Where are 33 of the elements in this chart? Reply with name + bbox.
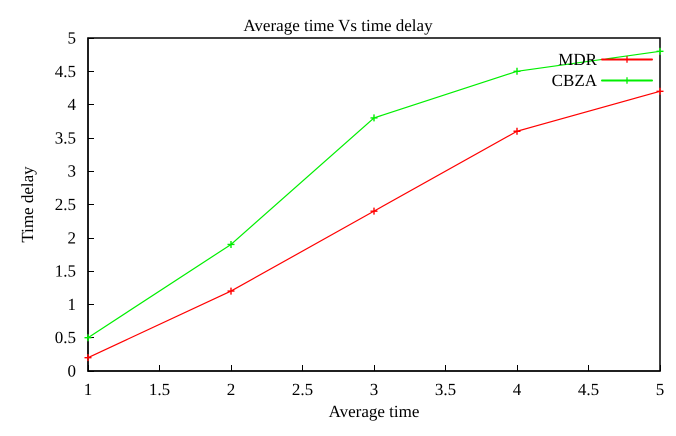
x-tick-label: 4 <box>512 380 522 399</box>
point <box>656 48 664 55</box>
y-tick-label: 2.5 <box>54 195 76 214</box>
x-tick-label: 3 <box>370 380 378 399</box>
y-axis-title: Time delay <box>18 166 37 243</box>
legend-label: CBZA <box>552 71 598 90</box>
y-tick-label: 5 <box>68 28 76 48</box>
point <box>370 208 378 215</box>
chart-title: Average time Vs time delay <box>243 16 434 35</box>
point <box>84 334 92 342</box>
x-tick-label: 2 <box>226 380 236 399</box>
x-tick-label: 2.5 <box>292 380 314 399</box>
point <box>84 354 92 362</box>
y-tick-label: 0.5 <box>54 328 76 348</box>
point <box>656 88 664 95</box>
x-tick-label: 1 <box>84 380 92 399</box>
x-tick-label: 1.5 <box>148 380 170 399</box>
y-tick-label: 1 <box>68 294 76 314</box>
y-tick-label: 0 <box>68 362 76 380</box>
point <box>514 68 520 75</box>
point <box>370 114 378 122</box>
y-tick-label: 1.5 <box>54 262 76 281</box>
point <box>514 128 520 135</box>
y-tick-label: 3.5 <box>54 128 76 148</box>
y-tick-label: 3 <box>68 162 76 181</box>
y-tick-label: 2 <box>68 228 76 248</box>
x-tick-label: 5 <box>656 380 664 399</box>
x-tick-label: 4.5 <box>578 380 600 399</box>
y-tick-label: 4.5 <box>54 62 76 81</box>
point <box>228 288 234 295</box>
x-tick-label: 3.5 <box>434 380 456 399</box>
x-axis-title: Average time <box>328 402 420 421</box>
y-tick-label: 4 <box>68 95 76 114</box>
